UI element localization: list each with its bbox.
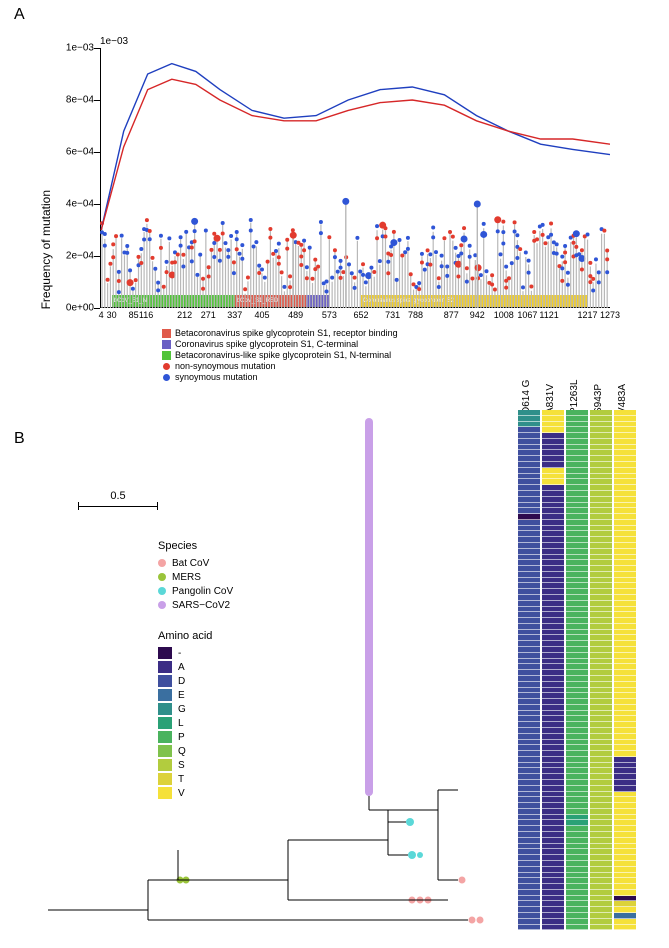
phylo-tree — [28, 410, 508, 930]
panel-a-plot: 0e+002e−044e−046e−048e−041e−03 430851162… — [100, 48, 610, 308]
y-tick-label: 1e−03 — [66, 43, 94, 54]
x-tick-label: 1273 — [600, 310, 620, 320]
curve-blue — [101, 64, 610, 230]
y-axis-title: Frequency of mutation — [39, 190, 53, 309]
figure-root: A 1e−03 Frequency of mutation 0e+002e−04… — [0, 0, 669, 948]
density-curves — [100, 48, 610, 308]
y-exponent: 1e−03 — [100, 36, 128, 47]
legend-item: non-synoymous mutation — [162, 361, 398, 372]
heatmap-column-labels: D614 GA831VP1263LS943PV483A — [518, 374, 638, 414]
y-tick — [94, 308, 100, 309]
panel-a: 1e−03 Frequency of mutation 0e+002e−044e… — [50, 30, 610, 350]
x-tick-label: 4 — [99, 310, 104, 320]
legend-item: Betacoronavirus spike glycoprotein S1, r… — [162, 328, 398, 339]
heatmap-column — [566, 410, 588, 930]
legend-item-label: Betacoronavirus spike glycoprotein S1, r… — [175, 328, 398, 339]
y-tick-label: 2e−04 — [66, 251, 94, 262]
x-tick-label: 85 — [129, 310, 139, 320]
heatmap-column — [590, 410, 612, 930]
legend-item: synoymous mutation — [162, 372, 398, 383]
x-tick-label: 405 — [254, 310, 269, 320]
legend-item: Coronavirus spike glycoprotein S1, C-ter… — [162, 339, 398, 350]
legend-item-label: synoymous mutation — [175, 372, 258, 383]
heatmap — [518, 410, 638, 930]
y-tick-label: 8e−04 — [66, 95, 94, 106]
heatmap-col-label: P1263L — [569, 380, 580, 414]
x-tick-label: 788 — [408, 310, 423, 320]
heatmap-col-label: D614 G — [521, 380, 532, 414]
legend-item-label: Coronavirus spike glycoprotein S1, C-ter… — [175, 339, 358, 350]
x-tick-label: 271 — [201, 310, 216, 320]
legend-item: Betacoronavirus-like spike glycoprotein … — [162, 350, 398, 361]
panel-label-a: A — [14, 6, 25, 24]
x-tick-label: 942 — [470, 310, 485, 320]
y-tick-label: 6e−04 — [66, 147, 94, 158]
x-tick-label: 1121 — [539, 310, 558, 320]
x-tick-label: 30 — [107, 310, 117, 320]
x-tick-label: 489 — [288, 310, 303, 320]
x-tick-label: 652 — [353, 310, 368, 320]
panel-a-legend: Betacoronavirus spike glycoprotein S1, r… — [162, 328, 398, 383]
x-tick-label: 337 — [227, 310, 242, 320]
panel-label-b: B — [14, 430, 25, 448]
x-tick-label: 1008 — [494, 310, 514, 320]
x-tick-label: 877 — [444, 310, 459, 320]
y-tick-label: 0e+00 — [66, 303, 94, 314]
legend-item-label: Betacoronavirus-like spike glycoprotein … — [175, 350, 391, 361]
y-tick-label: 4e−04 — [66, 199, 94, 210]
x-tick-label: 573 — [322, 310, 337, 320]
panel-b: 0.5 Species Bat CoVMERSPangolin CoVSARS−… — [28, 410, 648, 930]
legend-item-label: non-synoymous mutation — [175, 361, 276, 372]
heatmap-column — [518, 410, 540, 930]
x-tick-label: 1067 — [517, 310, 537, 320]
heatmap-column — [614, 410, 636, 930]
x-tick-label: 116 — [139, 310, 153, 320]
heatmap-column — [542, 410, 564, 930]
x-tick-label: 212 — [177, 310, 192, 320]
x-tick-label: 731 — [385, 310, 400, 320]
x-tick-label: 1217 — [578, 310, 598, 320]
curve-red — [101, 79, 610, 230]
